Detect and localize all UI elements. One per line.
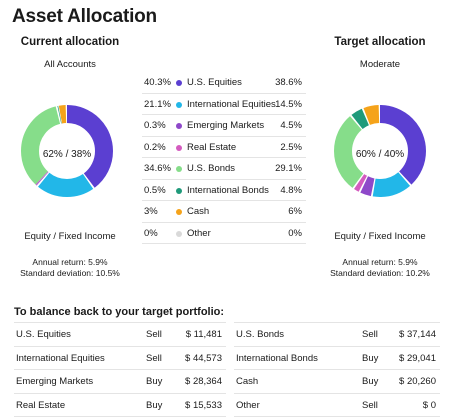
target-percent: 29.1% [275,163,302,174]
target-percent: 2.5% [280,141,302,153]
current-allocation-account: All Accounts [44,59,96,70]
asset-class-name: Other [187,227,211,239]
target-percent: 4.8% [280,184,302,196]
donut-slice-international-equities [21,105,113,197]
balance-asset-name: Real Estate [16,399,66,411]
target-split-label: Equity / Fixed Income [334,231,426,242]
balance-row: Cash Buy $ 20,260 [234,370,440,394]
dot-icon [176,209,182,215]
dot-icon [176,230,182,237]
balance-action: Buy [362,376,379,387]
balance-asset-name: Other [236,399,260,411]
current-percent: 0.3% [144,120,166,131]
current-percent: 3% [144,206,158,217]
asset-class-name: International Bonds [187,184,269,196]
target-percent: 38.6% [275,77,302,88]
balance-row: International Equities Sell $ 44,573 [14,347,226,370]
current-percent: 0.5% [144,184,166,196]
dot-icon [176,166,182,172]
balance-action: Buy [146,399,163,411]
target-std-dev: Standard deviation: 10.2% [330,268,430,278]
legend-row: 0.3% Emerging Markets 4.5% [142,115,306,137]
asset-class-name: International Equities [187,98,276,110]
page-title: Asset Allocation [12,6,157,27]
legend-row: 3% Cash 6% [142,201,306,223]
balance-amount: $ 29,041 [399,352,436,364]
balance-asset-name: International Bonds [236,352,318,364]
asset-class-name: Cash [187,206,210,217]
target-percent: 4.5% [280,120,302,131]
balance-asset-name: International Equities [16,352,105,364]
balance-row: Real Estate Buy $ 15,533 [14,394,226,417]
current-allocation-donut [21,105,113,197]
donut-slice-u-s-bonds [334,105,426,197]
target-percent: 14.5% [275,98,302,110]
donut-slice-u-s-equities [21,105,113,197]
donut-slice-u-s-bonds [21,105,113,197]
legend-row: 34.6% U.S. Bonds 29.1% [142,158,306,180]
balance-amount: $ 11,481 [185,329,222,340]
balance-row: U.S. Equities Sell $ 11,481 [14,322,226,347]
balance-row: Emerging Markets Buy $ 28,364 [14,370,226,394]
target-percent: 6% [288,206,302,217]
asset-class-name: Real Estate [187,141,237,153]
balance-amount: $ 37,144 [399,329,436,340]
asset-class-name: U.S. Bonds [187,163,236,174]
current-percent: 40.3% [144,77,171,88]
target-allocation-heading: Target allocation [334,36,426,48]
balance-action: Sell [362,399,378,411]
legend-row: 0.2% Real Estate 2.5% [142,137,306,158]
balance-asset-name: Emerging Markets [16,376,94,387]
asset-class-name: U.S. Equities [187,77,242,88]
legend-row: 0% Other 0% [142,223,306,244]
balance-action: Buy [362,352,379,364]
legend-row: 0.5% International Bonds 4.8% [142,180,306,201]
balance-action: Sell [362,329,378,340]
target-percent: 0% [288,227,302,239]
target-allocation-profile: Moderate [359,59,401,70]
current-percent: 0% [144,227,158,239]
allocation-legend: 40.3% U.S. Equities 38.6% 21.1% Internationa… [142,72,306,244]
asset-class-name: Emerging Markets [187,120,265,131]
current-annual-return: Annual return: 5.9% [32,257,108,267]
current-center-label: 62% / 38% [42,149,92,160]
balance-amount: $ 44,573 [185,352,222,364]
legend-row: 40.3% U.S. Equities 38.6% [142,72,306,94]
donut-slice-u-s-equities [334,105,426,197]
target-allocation-donut [334,105,426,197]
balance-amount: $ 20,260 [399,376,436,387]
balance-action: Sell [146,329,162,340]
balance-amount: $ 28,364 [185,376,222,387]
current-allocation-heading: Current allocation [20,36,120,48]
balance-asset-name: U.S. Bonds [236,329,285,340]
balance-action: Sell [146,352,162,364]
balance-table-right: U.S. Bonds Sell $ 37,144 International Bond… [234,322,440,417]
current-percent: 0.2% [144,141,166,153]
dot-icon [176,187,182,194]
balance-row: International Bonds Buy $ 29,041 [234,347,440,370]
target-center-label: 60% / 40% [355,149,405,160]
balance-amount: $ 15,533 [185,399,222,411]
balance-amount: $ 0 [422,399,436,411]
balance-asset-name: U.S. Equities [16,329,71,340]
balance-row: Other Sell $ 0 [234,394,440,417]
balance-asset-name: Cash [236,376,259,387]
current-percent: 21.1% [144,98,171,110]
balance-action: Buy [146,376,163,387]
dot-icon [176,144,182,151]
current-split-label: Equity / Fixed Income [24,231,116,242]
dot-icon [176,123,182,129]
balance-row: U.S. Bonds Sell $ 37,144 [234,322,440,347]
dot-icon [176,101,182,108]
dot-icon [176,80,182,86]
balance-heading: To balance back to your target portfolio… [14,306,225,318]
legend-row: 21.1% International Equities 14.5% [142,94,306,115]
current-std-dev: Standard deviation: 10.5% [20,268,120,278]
donut-slice-international-equities [334,105,426,197]
target-annual-return: Annual return: 5.9% [342,257,418,267]
current-percent: 34.6% [144,163,171,174]
balance-table-left: U.S. Equities Sell $ 11,481 International E… [14,322,226,417]
